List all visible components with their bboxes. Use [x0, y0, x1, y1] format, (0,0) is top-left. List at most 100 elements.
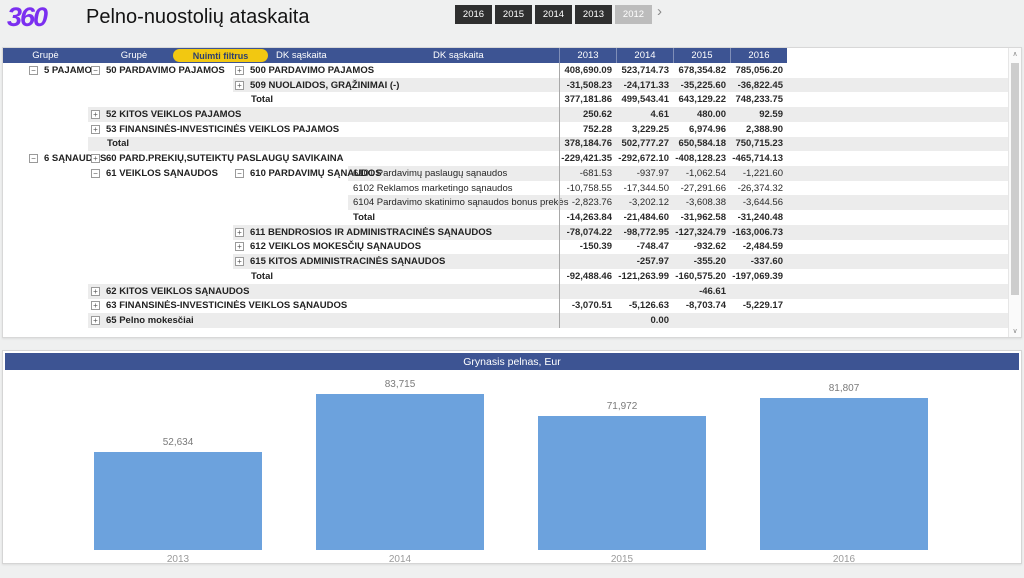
table-row: +509 NUOLAIDOS, GRĄŽINIMAI (-) -31,508.23…: [3, 77, 1021, 93]
value-cell-2016: 750,715.23: [735, 138, 783, 150]
row-cell: [3, 107, 88, 122]
value-cell-2015: 643,129.22: [678, 94, 726, 106]
value-cell-2016: -31,240.48: [737, 212, 783, 224]
expand-icon[interactable]: +: [235, 242, 244, 252]
row-cell: [233, 313, 348, 328]
value-cell-2014: -21,484.60: [623, 212, 669, 224]
row-cell: [233, 284, 348, 299]
row-cell: [3, 313, 88, 328]
year-filter-button-2015[interactable]: 2015: [495, 5, 532, 24]
scrollbar-thumb[interactable]: [1011, 63, 1019, 295]
row-cell: [233, 122, 348, 137]
table-row: Total -92,488.46 -121,263.99 -160,575.20 -19…: [3, 269, 1021, 284]
row-cell: [3, 137, 88, 152]
row-cell: [348, 122, 559, 137]
collapse-icon[interactable]: −: [91, 168, 100, 178]
value-cell-2016: 2,388.90: [746, 123, 783, 135]
value-cell-2013: -92,488.46: [559, 269, 616, 284]
row-filler: [787, 313, 1021, 328]
expand-icon[interactable]: +: [235, 65, 244, 75]
bar-value-label: 52,634: [162, 437, 194, 448]
expand-icon[interactable]: +: [91, 124, 100, 134]
row-cell: [348, 254, 559, 269]
net-profit-chart-panel: Grynasis pelnas, Eur 52,634 83,715 71,972 8…: [2, 350, 1022, 565]
value-cell-2016: -5,229.17: [742, 300, 783, 312]
row-cell: [233, 137, 348, 152]
collapse-icon[interactable]: −: [29, 154, 38, 164]
table-row: +65 Pelno mokesčiai 0.00: [3, 313, 1021, 328]
row-cell: [88, 210, 233, 225]
expand-icon[interactable]: +: [91, 301, 100, 311]
scroll-down-icon[interactable]: ∨: [1012, 328, 1018, 335]
row-cell: [348, 92, 559, 107]
value-cell-2015: -27,291.66: [680, 182, 726, 194]
value-cell-2016: [730, 313, 787, 328]
value-cell-2013: 408,690.09: [559, 63, 616, 78]
value-cell-2016: -163,006.73: [732, 226, 783, 238]
expand-icon[interactable]: +: [235, 80, 244, 90]
row-cell: +53 FINANSINĖS-INVESTICINĖS VEIKLOS PAJA…: [88, 122, 339, 137]
value-cell-2016: -2,484.59: [742, 241, 783, 253]
value-cell-2016: [730, 284, 787, 299]
year-filter-button-2013[interactable]: 2013: [575, 5, 612, 24]
row-cell: [348, 63, 559, 78]
row-cell: [3, 299, 88, 314]
row-cell: [348, 225, 559, 240]
row-stripe: [348, 195, 1021, 211]
row-cell: [348, 137, 559, 152]
value-cell-2013: -31,508.23: [559, 77, 616, 93]
scroll-up-icon[interactable]: ∧: [1012, 51, 1018, 58]
bar-2015[interactable]: [538, 416, 706, 550]
collapse-icon[interactable]: −: [235, 168, 244, 178]
year-filter-button-2016[interactable]: 2016: [455, 5, 492, 24]
row-label: 63 FINANSINĖS-INVESTICINĖS VEIKLOS SĄNAU…: [106, 300, 348, 312]
row-cell: [3, 225, 88, 240]
value-cell-2015: 650,584.18: [678, 138, 726, 150]
row-filler: [787, 137, 1021, 152]
collapse-icon[interactable]: −: [91, 65, 100, 75]
expand-icon[interactable]: +: [91, 110, 100, 120]
row-label: 65 Pelno mokesčiai: [106, 315, 194, 327]
value-cell-2015: -160,575.20: [675, 270, 726, 282]
expand-icon[interactable]: +: [235, 227, 244, 237]
table-row: −5 PAJAMOS −50 PARDAVIMO PAJAMOS +500 PARD…: [3, 63, 1021, 78]
value-cell-2015: -1,062.54: [685, 167, 726, 179]
expand-icon[interactable]: +: [91, 316, 100, 326]
x-axis-label-2016: 2016: [832, 554, 856, 565]
row-cell: +611 BENDROSIOS IR ADMINISTRACINĖS SĄNAU…: [233, 225, 492, 240]
value-cell-2013: -3,070.51: [559, 298, 616, 314]
chart-plot-area: 52,634 83,715 71,972 81,807: [67, 372, 955, 550]
bar-2014[interactable]: [316, 394, 484, 550]
value-cell-2014: -17,344.50: [623, 182, 669, 194]
row-cell: +63 FINANSINĖS-INVESTICINĖS VEIKLOS SĄNA…: [88, 299, 347, 314]
bar-2016[interactable]: [760, 398, 928, 550]
row-label: 6 SĄNAUDOS: [44, 153, 107, 165]
year-filter-button-2014[interactable]: 2014: [535, 5, 572, 24]
vertical-scrollbar[interactable]: ∧ ∨: [1008, 48, 1021, 337]
value-cell-2013: [559, 313, 616, 328]
row-label: 615 KITOS ADMINISTRACINĖS SĄNAUDOS: [250, 256, 446, 268]
column-header-year-2015: 2015: [673, 48, 730, 63]
row-label: 610 PARDAVIMŲ SĄNAUDOS: [250, 167, 382, 179]
value-cell-2016: 748,233.75: [735, 94, 783, 106]
year-filter-group: 2016 2015 2014 2013 2012: [455, 5, 652, 24]
expand-icon[interactable]: +: [91, 286, 100, 296]
row-label: 5 PAJAMOS: [44, 64, 99, 76]
expand-icon[interactable]: +: [91, 154, 100, 164]
row-label: 611 BENDROSIOS IR ADMINISTRACINĖS SĄNAUD…: [250, 226, 492, 238]
row-filler: [787, 166, 1021, 181]
year-filter-button-2012[interactable]: 2012: [615, 5, 652, 24]
row-cell: [233, 151, 348, 166]
row-label: 6102 Reklamos marketingo sąnaudos: [353, 182, 513, 194]
value-cell-2013: -229,421.35: [559, 151, 616, 167]
table-row: −61 VEIKLOS SĄNAUDOS −610 PARDAVIMŲ SĄNAU…: [3, 166, 1021, 181]
row-cell: [348, 107, 559, 122]
chevron-right-icon[interactable]: ›: [657, 3, 662, 20]
clear-filters-button[interactable]: Nuimti filtrus: [173, 49, 268, 62]
expand-icon[interactable]: +: [235, 257, 244, 267]
collapse-icon[interactable]: −: [29, 65, 38, 75]
bar-2013[interactable]: [94, 452, 262, 550]
row-filler: [787, 78, 1021, 93]
row-filler: [787, 151, 1021, 166]
value-cell-2015: -932.62: [693, 241, 726, 253]
